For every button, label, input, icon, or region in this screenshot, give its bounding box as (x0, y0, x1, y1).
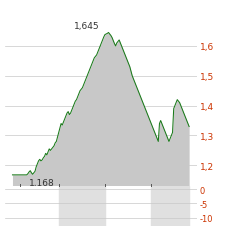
Text: Apr: Apr (51, 186, 66, 195)
Bar (151, 186, 189, 226)
Text: 1,168: 1,168 (29, 178, 55, 187)
Text: 1,645: 1,645 (74, 22, 99, 31)
Text: Okt: Okt (143, 186, 159, 195)
Text: Jul: Jul (99, 186, 110, 195)
Bar (59, 186, 105, 226)
Text: Jan: Jan (13, 186, 27, 195)
